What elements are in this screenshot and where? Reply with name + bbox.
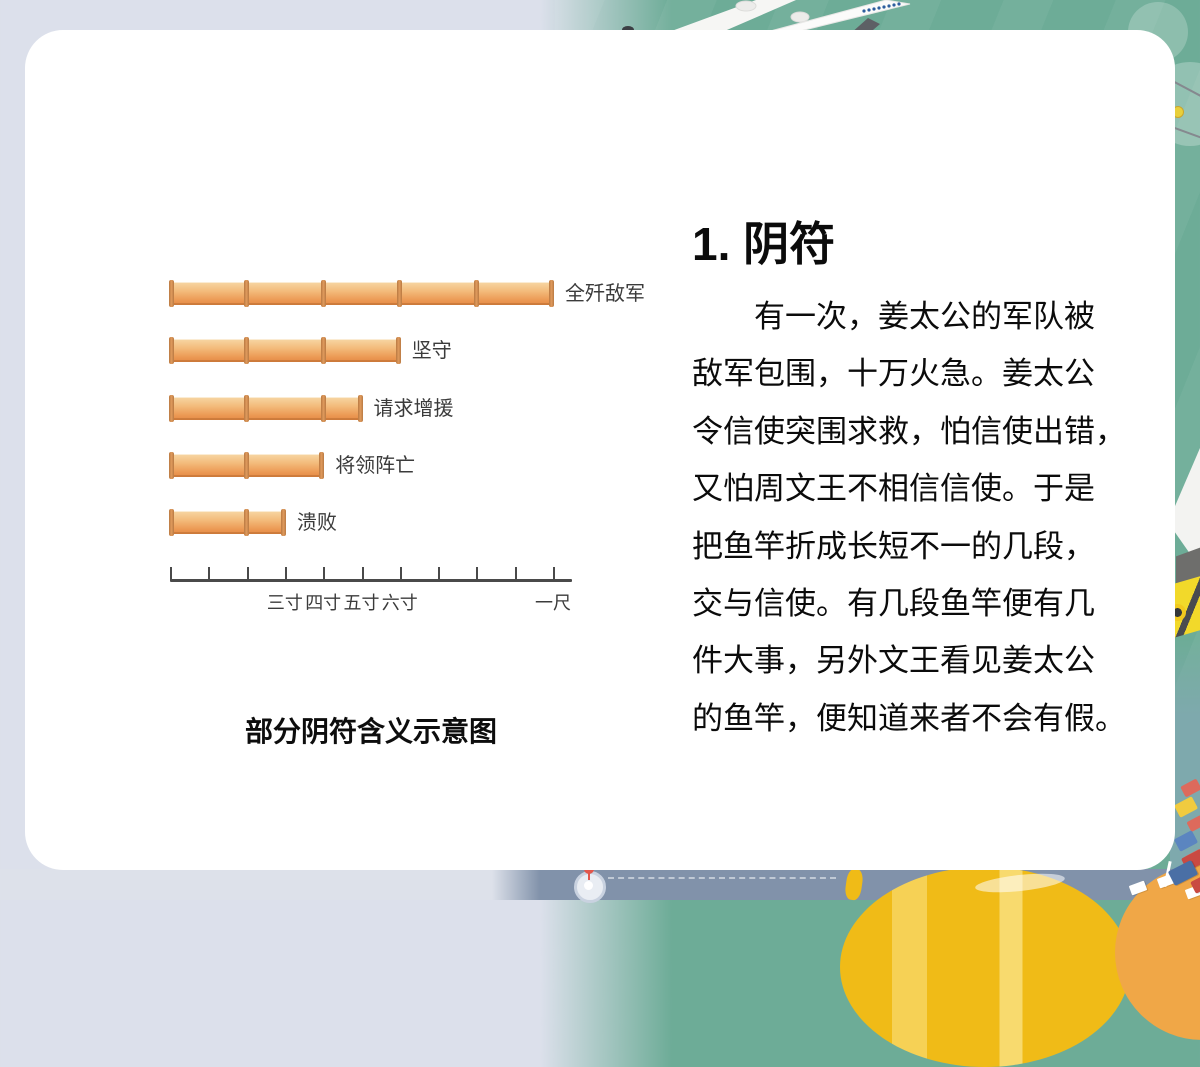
bamboo-end-cap xyxy=(357,394,363,422)
ruler-tick-label: 五寸 xyxy=(343,593,380,613)
pin-icon xyxy=(584,881,593,890)
paragraph-line: 令信使突围求救，怕信使出错， xyxy=(692,413,1126,449)
ruler-tick-label: 六寸 xyxy=(381,593,418,613)
ruler-tick xyxy=(208,567,211,581)
bamboo-rod xyxy=(169,337,401,365)
bamboo-row: 将领阵亡 xyxy=(169,452,620,480)
paragraph-line: 件大事，另外文王看见姜太公 xyxy=(692,643,1095,679)
bottom-illustration-band xyxy=(0,848,1200,1067)
bamboo-row: 坚守 xyxy=(169,337,620,365)
bamboo-end-cap xyxy=(549,280,554,307)
balloon-icon xyxy=(840,867,1130,1067)
bamboo-joint xyxy=(244,509,250,537)
slide-card: 全歼敌军坚守请求增援将领阵亡溃败 三寸 四寸 五寸 六寸 一尺 部分阴符含义示意图 1.… xyxy=(25,30,1175,870)
bamboo-rod xyxy=(169,280,554,307)
bamboo-end-cap xyxy=(319,452,325,480)
bamboo-end-cap xyxy=(169,509,174,537)
bar-label: 溃败 xyxy=(296,512,337,535)
paragraph-line: 敌军包围，十万火急。姜太公 xyxy=(692,356,1095,392)
yinfu-diagram: 全歼敌军坚守请求增援将领阵亡溃败 三寸 四寸 五寸 六寸 一尺 xyxy=(145,250,645,650)
bamboo-end-cap xyxy=(169,452,174,480)
bamboo-row: 全歼敌军 xyxy=(169,280,645,307)
section-heading: 1. 阴符 xyxy=(692,218,836,270)
ruler-tick-label: 三寸 xyxy=(266,593,303,613)
body-text: 有一次，姜太公的军队被 敌军包围，十万火急。姜太公 令信使突围求救，怕信使出错， 又怕… xyxy=(692,288,1172,747)
bamboo-joint xyxy=(320,280,326,307)
paragraph-line: 又怕周文王不相信信使。于是 xyxy=(692,471,1095,507)
paragraph-line: 交与信使。有几段鱼竿便有几 xyxy=(692,585,1095,621)
paragraph-line: 把鱼竿折成长短不一的几段， xyxy=(692,528,1095,564)
bamboo-row: 溃败 xyxy=(169,509,620,537)
pin-icon xyxy=(588,873,590,880)
bamboo-joint xyxy=(244,280,250,307)
ruler-tick xyxy=(553,567,555,581)
bar-label: 全歼敌军 xyxy=(565,283,645,305)
ruler-tick xyxy=(246,567,249,581)
bamboo-joint xyxy=(320,337,326,365)
bamboo-joint xyxy=(244,337,250,365)
bamboo-end-cap xyxy=(169,280,174,307)
bamboo-joint xyxy=(320,394,326,422)
ruler-tick xyxy=(170,567,172,581)
bamboo-rod xyxy=(169,452,325,480)
bamboo-row: 请求增援 xyxy=(169,394,620,422)
balloon-icon xyxy=(843,868,865,901)
paragraph-line: 的鱼竿，便知道来者不会有假。 xyxy=(692,700,1126,736)
bamboo-end-cap xyxy=(280,509,286,537)
bamboo-end-cap xyxy=(395,337,401,365)
bamboo-joint xyxy=(397,280,403,307)
paragraph-line: 有一次，姜太公的军队被 xyxy=(692,299,1095,334)
ruler-tick-label: 四寸 xyxy=(305,593,342,613)
route-dashed-line xyxy=(608,877,836,879)
ruler-tick xyxy=(438,567,441,581)
bamboo-end-cap xyxy=(169,337,174,365)
ruler-tick xyxy=(399,567,402,581)
bamboo-rod xyxy=(169,509,286,537)
bamboo-joint xyxy=(244,394,250,422)
ruler-baseline xyxy=(170,579,573,582)
ruler-tick xyxy=(323,567,326,581)
ruler-tick xyxy=(476,567,479,581)
ruler-tick-label: 一尺 xyxy=(535,593,571,613)
bar-label: 请求增援 xyxy=(373,397,454,420)
bamboo-end-cap xyxy=(169,394,174,422)
bar-label: 将领阵亡 xyxy=(335,455,416,478)
bamboo-joint xyxy=(473,280,479,307)
ruler-tick xyxy=(361,567,364,581)
bamboo-rod xyxy=(169,394,363,422)
ruler-tick xyxy=(514,567,517,581)
diagram-caption: 部分阴符含义示意图 xyxy=(244,716,497,747)
ruler-tick xyxy=(284,567,287,581)
bar-label: 坚守 xyxy=(411,340,452,363)
bamboo-joint xyxy=(244,452,250,480)
